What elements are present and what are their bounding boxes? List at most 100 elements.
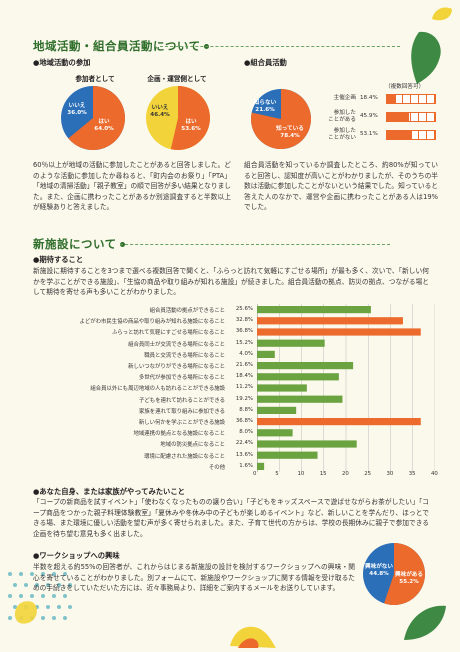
bar-13 — [257, 451, 318, 459]
member-bar-pct: 53.1% — [360, 131, 378, 137]
pie1-yes-label: はい 64.0% — [94, 119, 114, 132]
decor-dot — [46, 583, 50, 587]
value-label: 1.6% — [239, 462, 253, 469]
members-heading: ●組合員活動 — [244, 58, 287, 67]
pie3-no-label: 知らない 21.6% — [253, 100, 277, 113]
bar-8 — [257, 395, 343, 403]
member-bar-pct: 45.9% — [360, 113, 378, 119]
want-text: 「コープの新商品を試すイベント」「使わなくなったものの譲り合い」「子どもをキッズ… — [33, 498, 429, 538]
member-bar-track — [386, 112, 436, 122]
x-tick-label: 10 — [297, 471, 305, 477]
member-bar-row-2: 参加した ことがある 45.9% — [318, 110, 438, 124]
member-bar-row-1: 主催企画 18.4% — [318, 92, 438, 106]
pie1-no-label: いいえ 36.0% — [67, 103, 87, 116]
x-tick-label: 15 — [319, 471, 327, 477]
member-bar-pct: 18.4% — [360, 95, 378, 101]
multi-answer-note: （複数回答可） — [385, 84, 425, 90]
member-bar-fill — [387, 113, 410, 121]
pie-slice-yes — [251, 89, 311, 149]
bar-9 — [257, 406, 297, 414]
bar-6 — [257, 373, 339, 381]
value-label: 22.4% — [235, 440, 253, 447]
workshop-heading: ●ワークショップへの興味 — [33, 551, 120, 560]
section-divider — [120, 244, 390, 245]
bar-12 — [257, 440, 357, 448]
bar-3 — [257, 339, 325, 347]
decor-dot — [68, 583, 72, 587]
members-text: 組合員活動を知っているか調査したところ、約80%が知っていると回答し、認知度が高… — [244, 161, 438, 212]
member-bar-label: 主催企画 — [333, 95, 356, 101]
value-label: 8.8% — [239, 406, 253, 413]
bar-2 — [257, 328, 421, 336]
member-bar-track — [386, 94, 436, 104]
decor-dot — [41, 572, 45, 576]
pie-slice-yes — [170, 86, 210, 150]
chart-plot — [257, 304, 435, 472]
decor-dot — [30, 572, 34, 576]
value-label: 8.0% — [239, 429, 253, 436]
category-label: 多世代が参加できる場所になること — [138, 375, 225, 382]
member-activity-bars: 主催企画 18.4% 参加した ことがある 45.9% 参加した ことがない 5… — [318, 90, 438, 150]
value-label: 32.8% — [235, 317, 253, 324]
bar-10 — [257, 418, 421, 426]
pie2-no-label: いいえ 46.4% — [150, 105, 170, 118]
decor-dot — [63, 594, 67, 598]
x-tick-label: 5 — [275, 471, 279, 477]
decor-dot — [8, 594, 12, 598]
value-label: 36.8% — [235, 328, 253, 335]
category-label: 新しい何かを学ぶことができる施設 — [138, 420, 225, 426]
expectation-heading: ●期待すること — [33, 255, 84, 264]
category-label: 地域の防災拠点になること — [160, 442, 225, 449]
category-label: 家族を連れて取り組みに参加できる — [139, 408, 225, 415]
expectation-text: 新施設に期待することを3つまで選べる複数回答で聞くと、「ふらっと訪れて気軽にすご… — [33, 267, 429, 297]
decor-dot — [52, 572, 56, 576]
bar-11 — [257, 429, 293, 437]
decor-blob-top-right — [430, 5, 454, 25]
x-tick-label: 35 — [408, 471, 416, 477]
decor-dot — [63, 572, 67, 576]
pie-slice-yes — [384, 543, 425, 605]
value-label: 15.2% — [235, 339, 253, 346]
x-tick-label: 30 — [386, 471, 394, 477]
decor-dot — [41, 616, 45, 620]
member-bar-label: 参加した ことがある — [328, 110, 356, 123]
member-bar-fill — [387, 131, 413, 139]
category-label: ふらっと訪れて気軽にすごせる場所になること — [111, 330, 225, 337]
member-bar-label: 参加した ことがない — [328, 128, 356, 141]
decor-dot — [8, 616, 12, 620]
value-label: 13.6% — [235, 451, 253, 458]
workshop-text: 半数を超える約55%の回答者が、これからはじまる新施設の設計を検討するワークショ… — [33, 563, 355, 593]
pie2-title: 企画・運営側として — [147, 75, 207, 83]
pie-slice-yes — [68, 86, 125, 150]
pie-participant: いいえ 36.0% はい 64.0% — [60, 85, 126, 151]
pie-organizer: いいえ 46.4% はい 53.6% — [145, 85, 211, 151]
decor-blob-bottom-left — [12, 596, 42, 626]
decor-dot — [8, 572, 12, 576]
decor-dot — [46, 605, 50, 609]
category-label: 組合員活動の拠点ができること — [149, 308, 225, 314]
category-label: 職員と交流できる場所になること — [144, 352, 225, 359]
x-tick-label: 20 — [342, 471, 349, 477]
decor-dot — [13, 605, 17, 609]
participation-heading: ●地域活動の参加 — [33, 58, 91, 67]
category-label: 環境に配慮された施設になること — [144, 453, 225, 460]
decor-dot — [68, 605, 72, 609]
category-label: 組合員同士が交流できる場所になること — [128, 341, 225, 348]
decor-dot — [41, 594, 45, 598]
expectation-chart: 組合員活動の拠点ができること 25.6% よどがわ市民生協の商品や取り組みが知れる施… — [33, 304, 438, 484]
chart-x-ticks: 0 5 10 15 20 25 30 35 40 — [253, 470, 438, 480]
member-bar-row-3: 参加した ことがない 53.1% — [318, 128, 438, 142]
decor-dot — [19, 594, 23, 598]
value-label: 18.4% — [235, 373, 253, 380]
decor-dot — [13, 583, 17, 587]
bar-5 — [257, 362, 354, 370]
value-label: 21.6% — [235, 362, 253, 368]
chart-category-labels: 組合員活動の拠点ができること 25.6% よどがわ市民生協の商品や取り組みが知れる施… — [33, 304, 255, 472]
category-label: その他 — [208, 464, 225, 471]
decor-dot — [52, 616, 56, 620]
bar-0 — [257, 306, 371, 314]
participation-text: 60％以上が地域の活動に参加したことがあると回答しました。どのような活動に参加し… — [33, 161, 231, 212]
decor-dot — [24, 583, 28, 587]
pie-awareness: 知らない 21.6% 知っている 78.4% — [250, 88, 312, 150]
decor-dot — [57, 583, 61, 587]
